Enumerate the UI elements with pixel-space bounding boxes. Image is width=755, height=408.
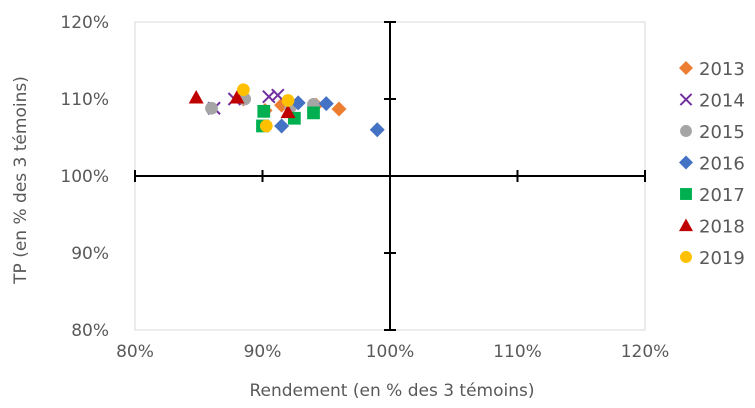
y-tick-label: 90% (71, 244, 109, 264)
data-point-2016 (369, 122, 385, 138)
legend-marker-2013 (679, 61, 693, 75)
y-axis-title: TP (en % des 3 témoins) (11, 76, 31, 285)
legend-marker-2016 (679, 155, 693, 170)
legend-label-2014: 2014 (699, 91, 745, 112)
legend-marker-2014 (679, 93, 693, 106)
data-point-2016 (274, 118, 290, 134)
legend-label-2013: 2013 (699, 59, 745, 80)
legend-marker-2015 (680, 125, 692, 137)
y-tick-label: 110% (60, 90, 109, 110)
legend-label-2016: 2016 (699, 154, 745, 175)
data-point-2018 (280, 104, 296, 119)
y-tick-label: 120% (60, 13, 109, 33)
x-tick-label: 80% (116, 342, 154, 362)
data-point-2015 (205, 101, 218, 115)
data-point-2017 (307, 106, 320, 120)
x-tick-label: 110% (493, 342, 542, 362)
x-tick-label: 90% (244, 342, 282, 362)
y-axis-ticks: 80% 90% 100% 110% 120% (60, 13, 109, 341)
legend-marker-2019 (680, 251, 692, 263)
reference-lines (134, 21, 646, 331)
legend-label-2018: 2018 (699, 217, 745, 238)
x-tick-label: 120% (621, 342, 670, 362)
data-point-2013 (331, 101, 347, 117)
legend-marker-2018 (679, 218, 693, 232)
data-point-2018 (229, 89, 245, 104)
data-point-2019 (281, 94, 295, 107)
legend-label-2015: 2015 (699, 122, 745, 143)
y-tick-label: 100% (60, 167, 109, 187)
data-point-2017 (257, 104, 271, 118)
x-axis-title: Rendement (en % des 3 témoins) (249, 381, 534, 401)
legend: 2013 2014 2015 2016 2017 2018 2019 (679, 59, 745, 269)
data-point-2018 (188, 89, 204, 104)
data-point-2016 (318, 96, 334, 112)
legend-label-2017: 2017 (699, 185, 745, 206)
x-axis-ticks: 80% 90% 100% 110% 120% (116, 342, 669, 362)
data-point-2016 (290, 95, 306, 111)
data-point-2019 (237, 83, 250, 97)
legend-label-2019: 2019 (699, 248, 745, 269)
data-points (188, 83, 385, 138)
data-point-2019 (259, 119, 273, 133)
legend-marker-2017 (680, 188, 692, 200)
x-tick-label: 100% (366, 342, 415, 362)
y-tick-label: 80% (71, 321, 109, 341)
